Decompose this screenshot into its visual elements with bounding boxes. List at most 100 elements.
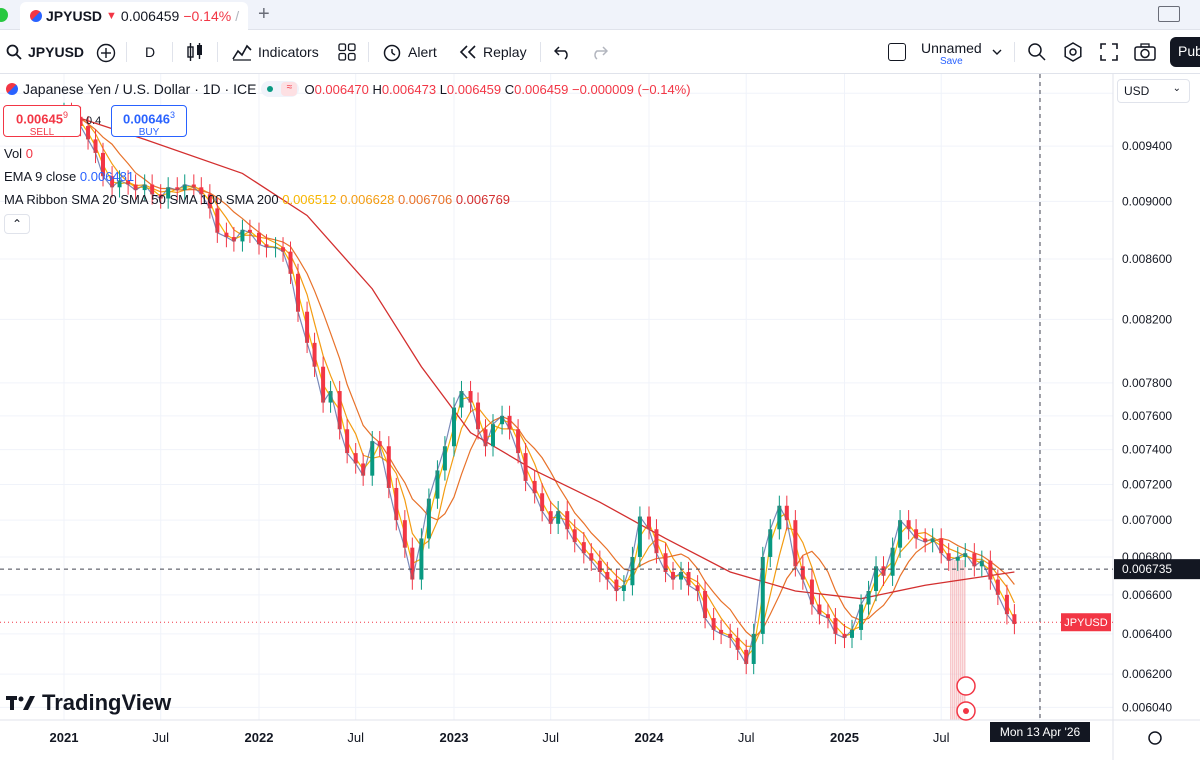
indicators-button[interactable]: Indicators [232, 30, 319, 74]
redo-icon[interactable] [590, 44, 608, 60]
top-toolbar: JPYUSD D Indicators Alert Replay Unnamed… [0, 30, 1200, 74]
price-tick-label: 0.008600 [1122, 252, 1172, 266]
candle-body [93, 139, 98, 153]
candle-body [468, 391, 473, 403]
symbol-search[interactable]: JPYUSD [6, 30, 84, 74]
candle-body [581, 542, 586, 554]
candle-body [435, 470, 440, 499]
price-series [62, 102, 1017, 675]
candle-body [654, 529, 659, 554]
candle-body [939, 538, 944, 554]
volume-bars [950, 560, 966, 720]
tradingview-logo-icon [6, 696, 35, 710]
undo-icon[interactable] [554, 44, 572, 60]
toolbar-symbol: JPYUSD [28, 43, 85, 60]
candle-body [264, 244, 269, 248]
candle-body [117, 180, 122, 188]
candle-body [898, 520, 903, 548]
candle-body [686, 571, 691, 586]
candle-body [377, 441, 382, 447]
candle-body [930, 538, 935, 543]
candle-body [182, 184, 187, 191]
layout-icon[interactable] [1158, 6, 1180, 22]
chart-tab[interactable]: JPYUSD ▼ 0.006459 −0.14% / [20, 2, 248, 30]
candle-body [240, 229, 245, 242]
window-control-dot[interactable] [0, 8, 8, 22]
candle-body [476, 402, 481, 430]
buy-price-sup: 3 [169, 110, 175, 120]
candle-body [507, 415, 512, 430]
candle-body [288, 251, 293, 274]
quick-search-icon[interactable] [1027, 41, 1047, 63]
candle-body [671, 571, 676, 580]
toolbar-divider [1014, 42, 1015, 62]
candle-body [175, 187, 180, 191]
candle-body [646, 516, 651, 530]
axis-settings-icon[interactable] [1148, 731, 1162, 745]
templates-grid-icon[interactable] [338, 43, 356, 61]
candles-icon[interactable] [186, 42, 204, 62]
market-status-icon[interactable]: ≈ [261, 81, 300, 97]
candle-body [191, 184, 196, 188]
price-tick-label: 0.006200 [1122, 667, 1172, 681]
layout-checkbox[interactable] [888, 43, 906, 61]
sma200-value: 0.006769 [455, 192, 511, 207]
price-tick-label: 0.006600 [1122, 588, 1172, 602]
candle-body [556, 511, 561, 524]
candle-body [305, 311, 310, 343]
sma50-value: 0.006628 [340, 192, 395, 207]
replay-button[interactable]: Replay [459, 30, 527, 74]
buy-button[interactable]: 0.006463 BUY [111, 105, 187, 139]
price-line [63, 112, 1015, 666]
ema-legend: EMA 9 close 0.006481 [4, 169, 134, 184]
candle-body [207, 194, 212, 209]
chevron-down-icon[interactable] [992, 48, 1002, 56]
price-tick-label: 0.007800 [1122, 376, 1172, 390]
camera-icon[interactable] [1134, 42, 1156, 62]
publish-button[interactable]: Pub [1170, 37, 1200, 67]
ema-label: EMA 9 close [4, 169, 77, 184]
price-tick-label: 0.008200 [1122, 312, 1172, 326]
candle-body [295, 273, 300, 312]
crosshair-date-label-bg [990, 722, 1090, 742]
price-chart[interactable]: 0.0098000.0094000.0090000.0086000.008200… [0, 74, 1200, 760]
interval-button[interactable]: D [145, 43, 156, 60]
candle-body [923, 538, 928, 543]
candle-body [784, 505, 789, 521]
sma20-value: 0.006512 [282, 192, 337, 207]
sell-button[interactable]: 0.006459 SELL [3, 105, 81, 138]
currency-value: USD [1124, 84, 1150, 98]
fullscreen-icon[interactable] [1100, 43, 1118, 61]
candle-body [955, 556, 960, 561]
currency-select[interactable]: USD ⌄ [1117, 79, 1190, 103]
legend-l-label: L [439, 81, 447, 97]
candle-body [150, 184, 155, 195]
candle-body [988, 560, 993, 580]
settings-gear-icon[interactable] [1063, 42, 1083, 62]
collapse-legend-button[interactable]: ⌃ [4, 214, 30, 234]
candle-body [490, 424, 495, 447]
tab-direction-icon: ▼ [106, 10, 117, 22]
price-tick-label: 0.007200 [1122, 477, 1172, 491]
candle-body [800, 566, 805, 580]
layout-save-status: Save [939, 56, 963, 67]
toolbar-divider [540, 42, 541, 62]
sell-price-sup: 9 [62, 110, 68, 120]
layout-name: Unnamed [921, 40, 982, 56]
time-axis[interactable]: 2021Jul2022Jul2023Jul2024Jul2025Jul20 [0, 719, 1200, 745]
candle-body [995, 579, 1000, 595]
layout-name-menu[interactable]: Unnamed Save [921, 40, 982, 68]
price-axis[interactable]: 0.0098000.0094000.0090000.0086000.008200… [1112, 74, 1200, 760]
candle-body [100, 152, 105, 177]
volume-bar [960, 560, 962, 720]
tradingview-logo[interactable]: TradingView [6, 690, 171, 716]
new-tab-plus-icon[interactable]: + [258, 3, 270, 25]
candle-body [572, 529, 577, 543]
compare-plus-icon[interactable] [96, 43, 116, 63]
candle-body [224, 232, 229, 238]
alert-button[interactable]: Alert [382, 30, 437, 74]
candle-body [768, 529, 773, 557]
legend-h-label: H [372, 81, 382, 97]
price-tick-label: 0.007000 [1122, 513, 1172, 527]
buy-label: BUY [138, 127, 160, 139]
